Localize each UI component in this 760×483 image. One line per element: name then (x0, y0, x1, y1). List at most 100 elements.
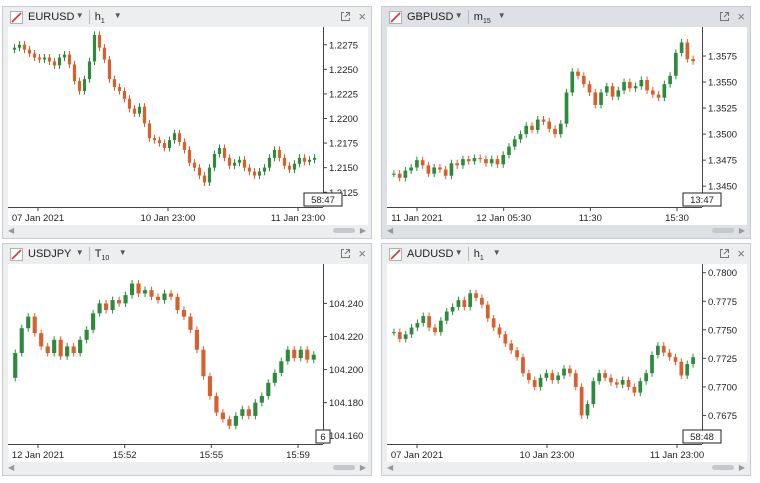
candle-body (12, 47, 17, 50)
candle-body (282, 157, 287, 166)
candle-body (45, 346, 50, 354)
symbol-selector[interactable]: AUDUSD (407, 248, 454, 260)
chevron-down-icon[interactable]: ▼ (497, 11, 506, 20)
candle-body (544, 373, 549, 378)
scroll-left-icon[interactable]: ◀ (387, 463, 394, 472)
candle-body (585, 404, 590, 416)
chevron-down-icon[interactable]: ▼ (113, 11, 122, 20)
symbol-selector[interactable]: GBPUSD (407, 11, 454, 23)
chart-panel-audusd[interactable]: AUDUSD ▼ h1 ▼ × 0.7800 0.7775 0.7750 0.7725 0.770… (381, 243, 751, 476)
candle-body (491, 318, 496, 328)
time-label: 15:52 (113, 450, 137, 461)
candle-body (162, 143, 167, 148)
chart-logo-icon[interactable] (389, 11, 402, 24)
chart-scrollbar[interactable]: ◀ ▶ (387, 226, 747, 235)
candle-body (279, 361, 284, 373)
close-icon[interactable]: × (737, 9, 745, 24)
scroll-right-icon[interactable]: ▶ (359, 463, 366, 472)
scroll-right-icon[interactable]: ▶ (738, 226, 745, 235)
timeframe-selector[interactable]: h1 (95, 11, 105, 25)
price-chart[interactable]: 1.3575 1.3550 1.3525 1.3500 1.3475 1.3450 11 J… (387, 27, 747, 225)
chart-panel-gbpusd[interactable]: GBPUSD ▼ m15 ▼ × 1.3575 1.3550 1.3525 1.3500 1.34… (381, 6, 751, 239)
scroll-thumb[interactable] (712, 228, 734, 233)
chevron-down-icon[interactable]: ▼ (118, 248, 127, 257)
candle-body (691, 59, 695, 62)
candle-body (685, 364, 690, 376)
close-icon[interactable]: × (358, 9, 366, 24)
popout-icon[interactable] (719, 248, 730, 259)
price-label: 1.3550 (708, 78, 737, 89)
scroll-right-icon[interactable]: ▶ (738, 463, 745, 472)
scroll-left-icon[interactable]: ◀ (8, 226, 15, 235)
candle-body (202, 175, 207, 183)
candle-body (102, 47, 107, 60)
close-icon[interactable]: × (737, 246, 745, 261)
candle-body (415, 322, 420, 328)
price-label: 0.7800 (708, 268, 737, 279)
scroll-thumb[interactable] (333, 465, 355, 470)
candle-body (227, 419, 232, 426)
candle-body (247, 167, 252, 172)
timeframe-period: 10 (101, 255, 110, 263)
timeframe-selector[interactable]: m15 (474, 11, 491, 25)
candle-body (207, 167, 212, 183)
chart-scrollbar[interactable]: ◀ ▶ (8, 226, 368, 235)
timeframe-selector[interactable]: T10 (95, 248, 110, 262)
candle-body (518, 134, 523, 140)
timeframe-selector[interactable]: h1 (474, 248, 484, 262)
close-icon[interactable]: × (358, 246, 366, 261)
panel-header: USDJPY ▼ T10 ▼ × (3, 244, 371, 264)
candle-body (277, 149, 282, 158)
candle-body (42, 57, 47, 60)
chevron-down-icon[interactable]: ▼ (454, 248, 463, 257)
symbol-selector[interactable]: EURUSD (28, 11, 75, 23)
candle-body (509, 343, 514, 351)
chart-logo-icon[interactable] (389, 248, 402, 261)
popout-icon[interactable] (340, 11, 351, 22)
candle-body (679, 361, 684, 376)
chart-panel-usdjpy[interactable]: USDJPY ▼ T10 ▼ × 104.240 104.220 104.200 104.180… (2, 243, 372, 476)
scroll-thumb[interactable] (712, 465, 734, 470)
chart-logo-icon[interactable] (10, 11, 23, 24)
candle-body (172, 133, 177, 141)
chart-logo-icon[interactable] (10, 248, 23, 261)
candle-body (152, 138, 157, 141)
candle-body (39, 333, 44, 347)
scroll-left-icon[interactable]: ◀ (387, 226, 394, 235)
price-chart[interactable]: 1.2275 1.2250 1.2225 1.2200 1.2175 1.2150 1.21… (8, 27, 368, 225)
chart-scrollbar[interactable]: ◀ ▶ (387, 463, 747, 472)
price-label: 104.160 (329, 431, 363, 442)
popout-icon[interactable] (340, 248, 351, 259)
candle-body (433, 327, 437, 333)
candle-body (627, 82, 632, 89)
price-label: 1.2150 (329, 163, 358, 174)
chevron-down-icon[interactable]: ▼ (75, 11, 84, 20)
candle-body (392, 173, 396, 175)
candle-body (662, 84, 667, 98)
scroll-left-icon[interactable]: ◀ (8, 463, 15, 472)
candle-body (197, 167, 202, 176)
price-chart[interactable]: 104.240 104.220 104.200 104.180 104.160 12 Ja… (8, 264, 368, 462)
countdown-timer: 58:47 (311, 195, 335, 206)
scroll-right-icon[interactable]: ▶ (359, 226, 366, 235)
scroll-thumb[interactable] (333, 228, 355, 233)
chart-scrollbar[interactable]: ◀ ▶ (8, 463, 368, 472)
candle-body (136, 283, 141, 294)
chevron-down-icon[interactable]: ▼ (492, 248, 501, 257)
chart-panel-eurusd[interactable]: EURUSD ▼ h1 ▼ × 1.2275 1.2250 1.2225 1.2200 1.217… (2, 6, 372, 239)
price-chart[interactable]: 0.7800 0.7775 0.7750 0.7725 0.7700 0.7675 07 J… (387, 264, 747, 462)
chevron-down-icon[interactable]: ▼ (454, 11, 463, 20)
time-label: 11 Jan 23:00 (650, 450, 704, 461)
header-divider (467, 10, 469, 24)
price-label: 104.220 (329, 332, 363, 343)
candle-body (212, 153, 217, 168)
candle-body (259, 396, 264, 403)
popout-icon[interactable] (719, 11, 730, 22)
candle-body (392, 332, 396, 334)
candle-body (455, 163, 460, 166)
symbol-selector[interactable]: USDJPY (28, 248, 72, 260)
countdown-box (303, 192, 343, 207)
candle-body (112, 79, 117, 88)
candle-body (550, 373, 555, 381)
chevron-down-icon[interactable]: ▼ (75, 248, 84, 257)
